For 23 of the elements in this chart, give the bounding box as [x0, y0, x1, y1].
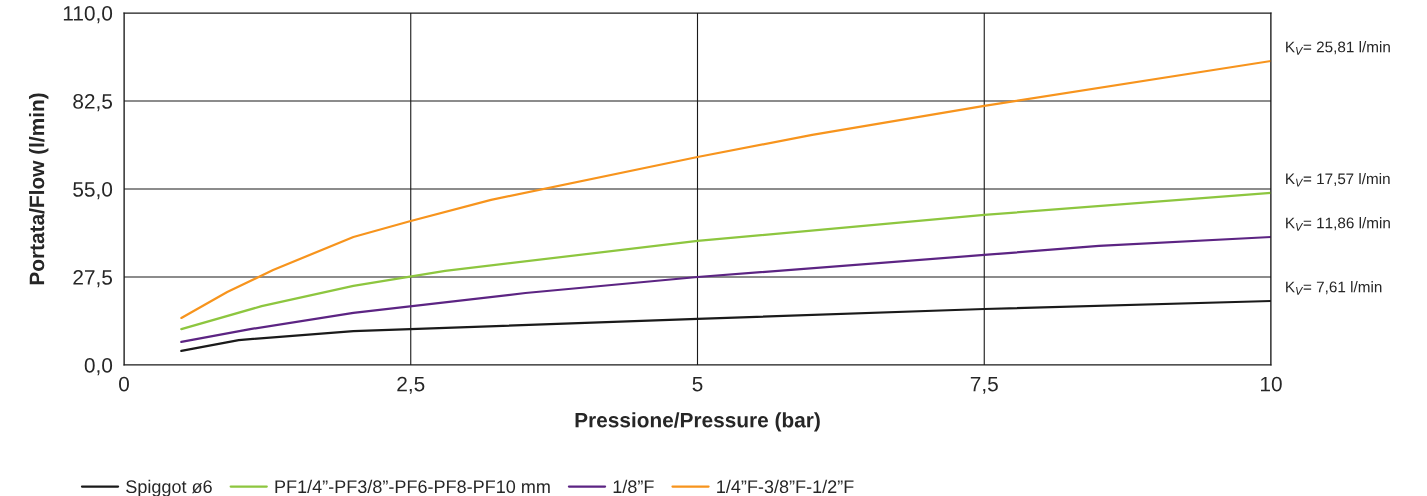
y-tick-label: 82,5: [73, 94, 113, 112]
line-series: [180, 235, 1271, 344]
legend-label: PF1/4”-PF3/8”-PF6-PF8-PF10 mm: [275, 479, 550, 494]
legend-label: Spiggot ø6: [126, 479, 212, 496]
text: K$_{V}$= 17,57 l/min: [1286, 172, 1390, 187]
legend-label: 1/4”F-3/8”F-1/2”F: [717, 479, 854, 494]
text: K$_{V}$= 11,86 l/min: [1286, 217, 1390, 231]
x-tick-label: 0: [119, 376, 129, 392]
x-tick-label: 7,5: [970, 376, 998, 394]
text: K$_{V}$= 7,61 l/min: [1286, 281, 1382, 295]
line-series: [180, 191, 1271, 331]
y-tick-label: 110,0: [63, 6, 113, 24]
x-tick-label: 10: [1261, 376, 1282, 392]
text: K$_{V}$= 25,81 l/min: [1286, 41, 1390, 55]
x-axis-title: Pressione/Pressure (bar): [575, 412, 820, 432]
x-tick-label: 2,5: [397, 376, 425, 394]
y-axis-title: Portata/Flow (l/min): [28, 93, 49, 285]
line-series: [180, 59, 1271, 320]
y-tick-label: 0,0: [84, 358, 113, 376]
x-tick-label: 5: [692, 376, 703, 392]
y-tick-label: 55,0: [73, 182, 113, 200]
y-tick-label: 27,5: [73, 270, 113, 288]
legend-label: 1/8”F: [613, 479, 654, 494]
